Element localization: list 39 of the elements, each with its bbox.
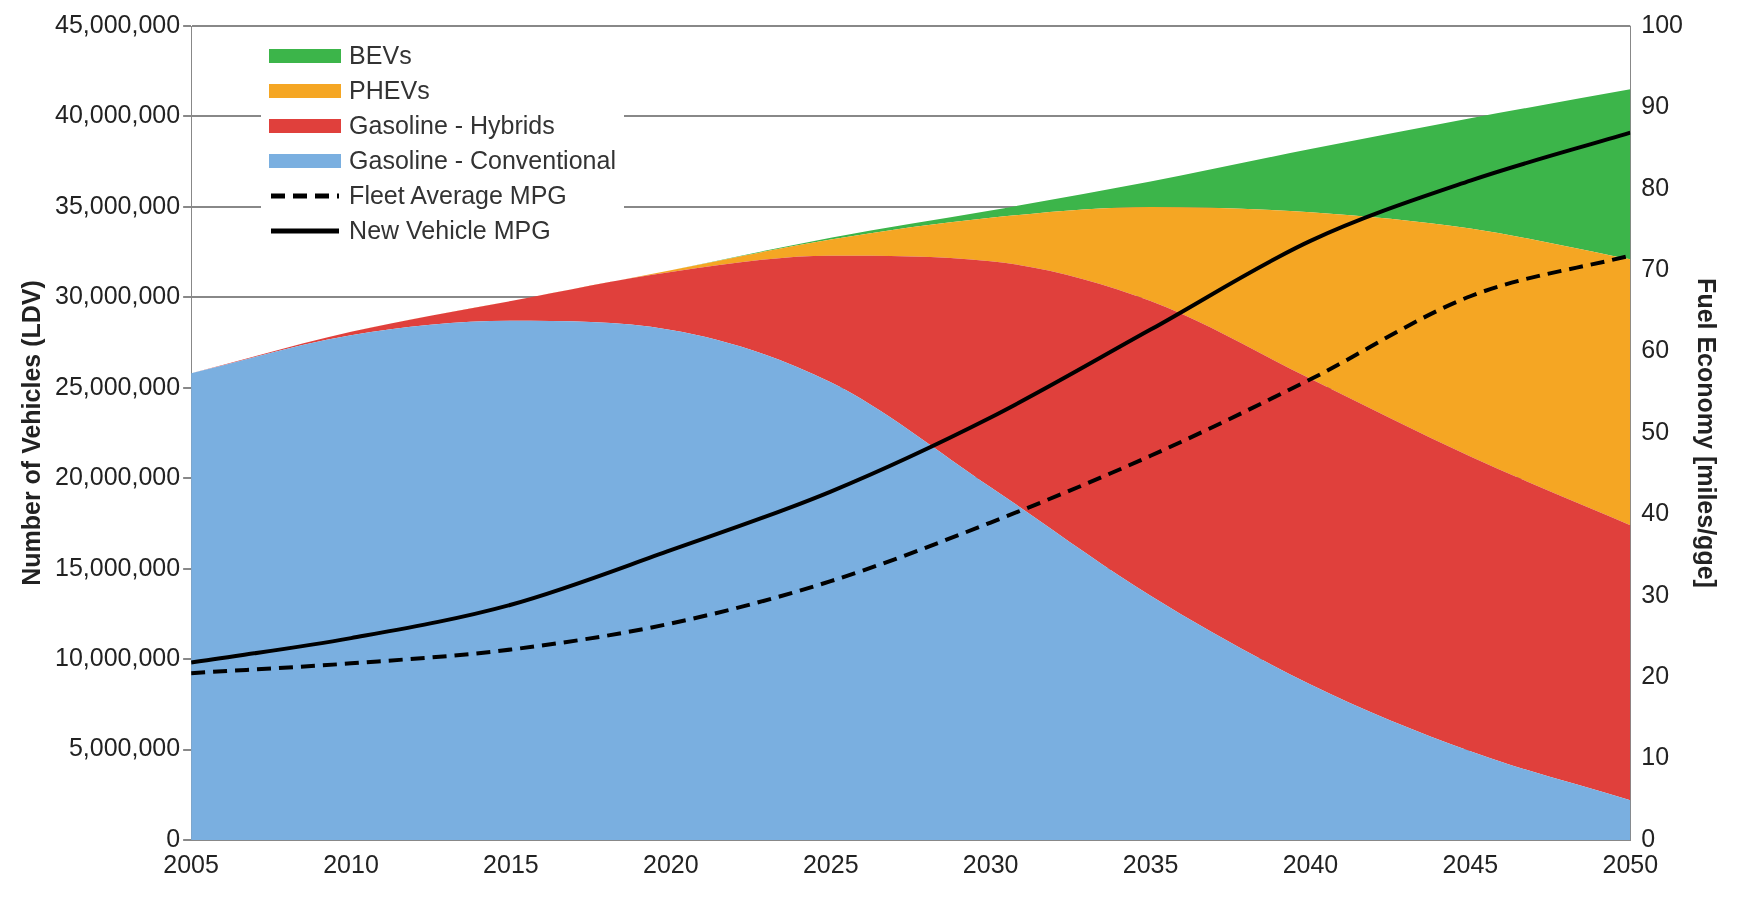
y2-tick-label: 60 — [1641, 335, 1670, 364]
y-tick-label: 20,000,000 — [55, 462, 181, 491]
y2-tick-label: 80 — [1641, 172, 1670, 201]
x-tick-label: 2020 — [643, 849, 699, 878]
x-tick-label: 2030 — [962, 849, 1019, 878]
y-tick-label: 10,000,000 — [55, 643, 181, 671]
x-tick-label: 2050 — [1602, 849, 1659, 878]
x-tick-label: 2005 — [163, 849, 219, 878]
y-axis-title: Number of Vehicles (LDV) — [16, 280, 45, 586]
legend-label: Gasoline - Conventional — [349, 146, 616, 175]
x-tick-label: 2045 — [1442, 849, 1499, 878]
legend-label: BEVs — [349, 41, 412, 70]
y2-tick-label: 20 — [1641, 661, 1670, 690]
y-tick-label: 35,000,000 — [55, 190, 181, 219]
y2-tick-label: 0 — [1641, 823, 1656, 852]
y2-tick-label: 90 — [1641, 91, 1670, 120]
y2-tick-label: 70 — [1641, 254, 1670, 283]
y2-axis-title: Fuel Economy [miles/gge] — [1693, 278, 1722, 588]
legend-label: Fleet Average MPG — [349, 181, 567, 210]
y2-tick-label: 50 — [1641, 416, 1670, 445]
y-tick-label: 5,000,000 — [68, 733, 181, 762]
legend-label: Gasoline - Hybrids — [349, 111, 555, 140]
legend-label: New Vehicle MPG — [349, 216, 551, 245]
x-tick-label: 2010 — [323, 849, 379, 878]
x-tick-label: 2025 — [802, 849, 859, 878]
legend-label: PHEVs — [349, 76, 430, 105]
y2-tick-label: 40 — [1641, 498, 1670, 527]
y-tick-label: 15,000,000 — [55, 552, 181, 581]
y-tick-label: 30,000,000 — [55, 281, 181, 310]
y-tick-label: 25,000,000 — [55, 371, 181, 400]
y2-tick-label: 30 — [1641, 579, 1670, 608]
y2-tick-label: 10 — [1641, 742, 1670, 771]
x-tick-label: 2015 — [483, 849, 539, 878]
y-tick-label: 0 — [166, 823, 181, 852]
y-tick-label: 45,000,000 — [55, 9, 181, 38]
x-tick-label: 2040 — [1282, 849, 1339, 878]
y2-tick-label: 100 — [1641, 9, 1684, 38]
x-tick-label: 2035 — [1122, 849, 1179, 878]
y-tick-label: 40,000,000 — [55, 100, 181, 129]
